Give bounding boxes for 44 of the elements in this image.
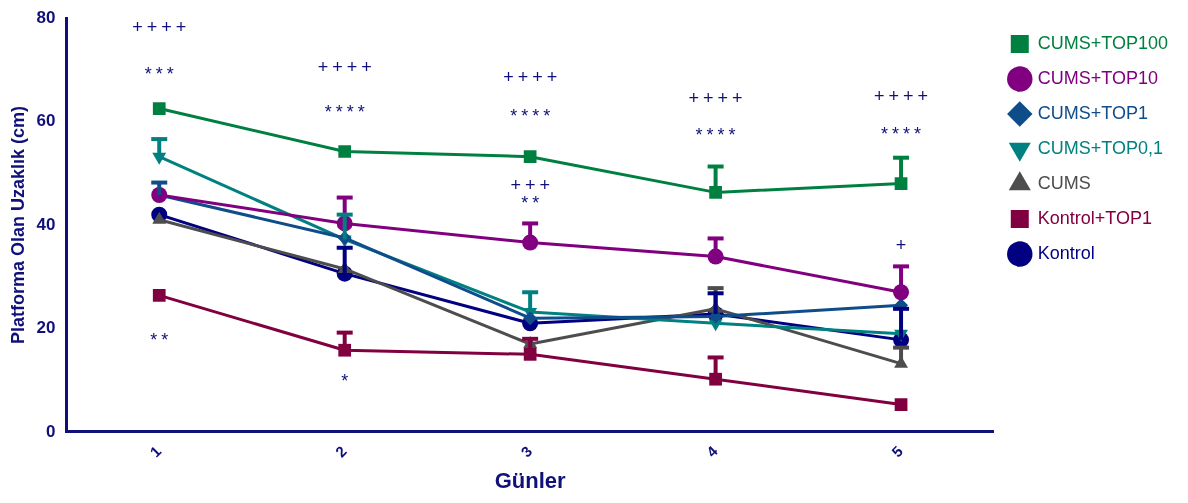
y-tick-label: 20 (36, 318, 56, 338)
point (152, 102, 166, 115)
annotation: *** (144, 63, 178, 84)
x-tick-label: 4 (702, 441, 722, 461)
x-tick-label: 2 (331, 442, 350, 461)
legend-label: CUMS+TOP1 (1037, 102, 1148, 123)
legend-label: CUMS+TOP10 (1037, 67, 1158, 88)
annotation: **** (510, 106, 555, 127)
y-tick-label: 40 (36, 214, 56, 234)
point (523, 311, 538, 326)
annotation: +++ (510, 174, 554, 195)
x-tick-label: 3 (517, 442, 536, 461)
point (523, 347, 537, 361)
legend-label: Kontrol+TOP1 (1037, 207, 1153, 228)
annotation: ++++ (688, 87, 747, 108)
annotation: ++++ (874, 85, 933, 106)
y-tick-label: 80 (36, 7, 56, 27)
y-tick-label: 0 (46, 421, 56, 441)
x-tick-label: 1 (146, 442, 165, 461)
point (709, 186, 722, 199)
legend-label: Kontrol (1037, 242, 1095, 263)
legend-label: CUMS+TOP100 (1037, 32, 1168, 53)
annotation: ++++ (317, 56, 376, 77)
x-tick-label: 5 (888, 442, 907, 461)
annotation: + (895, 234, 911, 255)
annotation: **** (324, 102, 369, 123)
x-axis-title: Günler (494, 467, 567, 493)
legend-label: CUMS (1037, 172, 1091, 193)
annotation: ** (150, 329, 173, 350)
annotation: * (341, 371, 353, 392)
point (894, 398, 908, 411)
annotation: ** (521, 193, 544, 214)
point (338, 145, 352, 158)
y-tick-label: 60 (36, 111, 56, 131)
annotation: **** (695, 124, 740, 145)
point (709, 372, 722, 386)
annotation: ++++ (132, 17, 191, 38)
annotation: ++++ (503, 66, 562, 87)
point (152, 289, 166, 302)
annotation: **** (881, 124, 926, 145)
point (338, 343, 352, 357)
legend-label: CUMS+TOP0,1 (1037, 137, 1163, 158)
point (523, 150, 537, 164)
y-axis-title: Platforma Olan Uzaklık (cm) (7, 105, 28, 345)
